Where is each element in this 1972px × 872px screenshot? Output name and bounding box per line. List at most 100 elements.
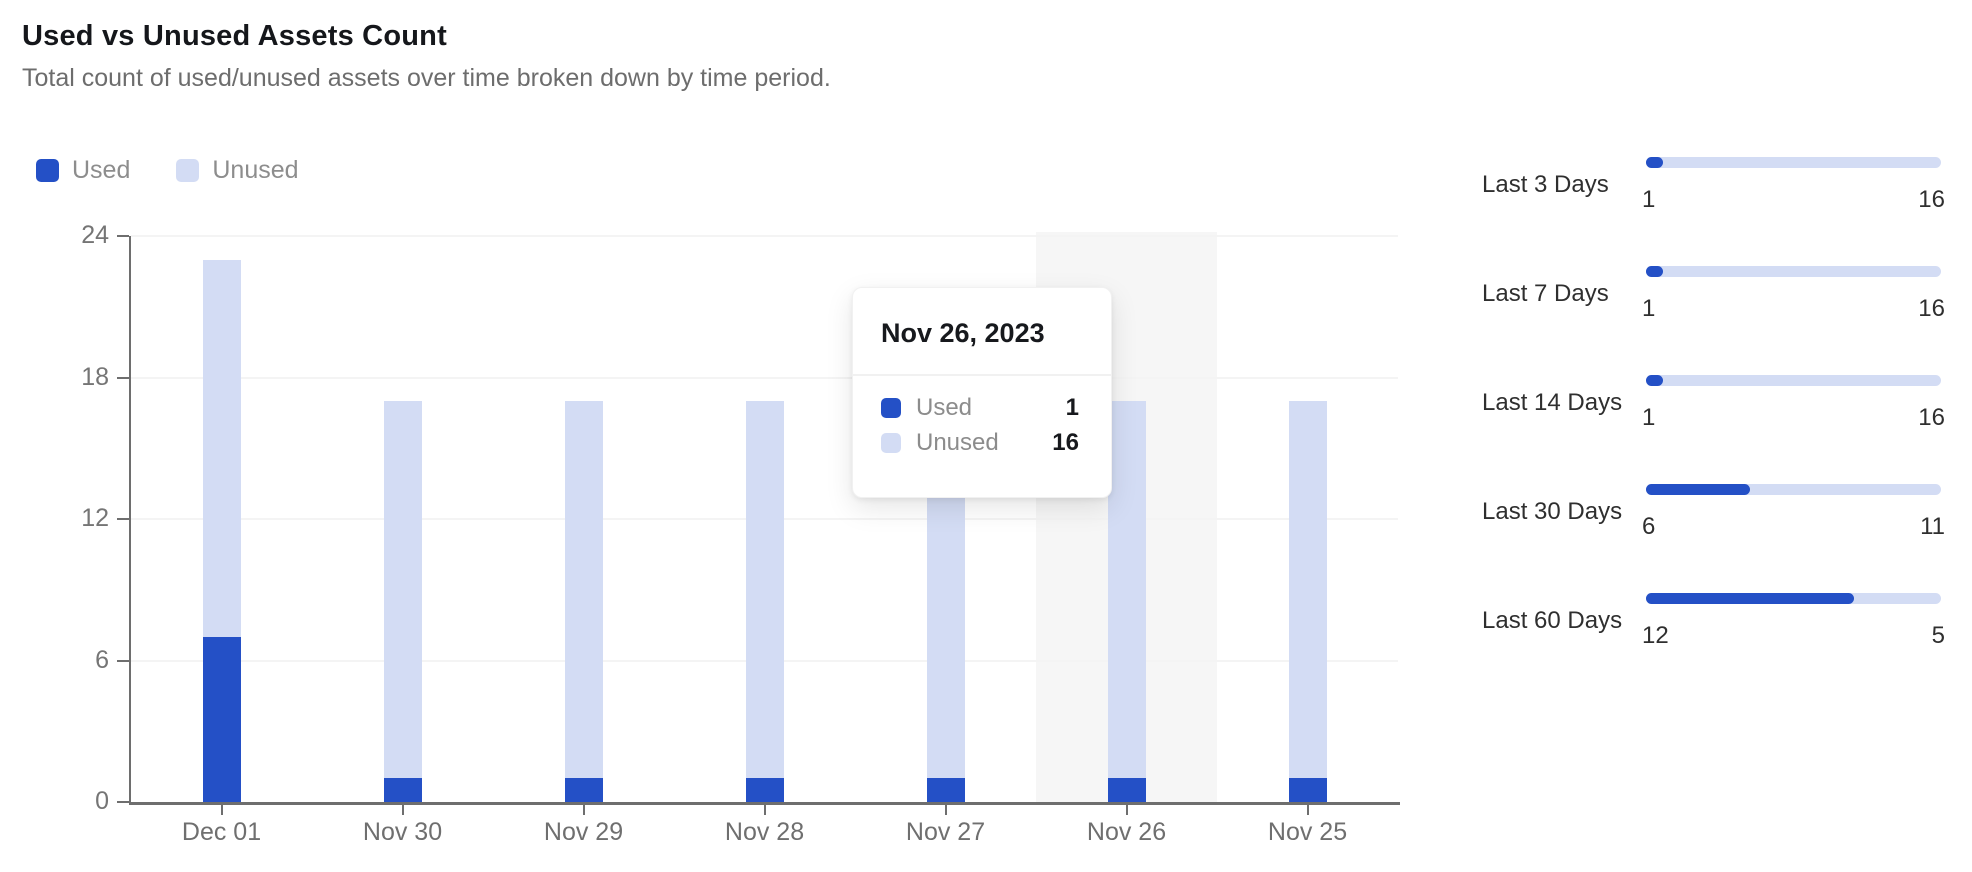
legend-label: Unused	[212, 156, 299, 184]
panel-bar-group: 1 16	[1642, 266, 1945, 323]
progress-fill	[1646, 266, 1664, 277]
panel-values: 6 11	[1642, 513, 1945, 541]
panel-value-used: 6	[1642, 513, 1656, 540]
panel-bar-group: 12 5	[1642, 593, 1945, 650]
bar-segment-used[interactable]	[1288, 778, 1327, 802]
tooltip-title: Nov 26, 2023	[881, 318, 1045, 348]
panel-values: 1 16	[1642, 295, 1945, 323]
stacked-bar-chart: 0 6 12 18 24 Dec 01 Nov 30 Nov 29 Nov 28 Nov 27 No…	[81, 221, 1400, 846]
legend-label: Used	[72, 156, 131, 184]
panel-value-used: 1	[1642, 295, 1656, 322]
panel-value-unused: 11	[1920, 513, 1945, 540]
progress-fill	[1646, 484, 1751, 495]
panel-value-unused: 16	[1918, 404, 1945, 431]
panel-row-last-60-days: Last 60 Days 12 5	[1482, 593, 1948, 693]
panel-row-last-3-days: Last 3 Days 1 16	[1482, 157, 1948, 257]
tooltip-series-value: 1	[1065, 394, 1079, 421]
panel-row-label: Last 60 Days	[1482, 607, 1623, 634]
bar-group-nov-29[interactable]	[564, 401, 603, 802]
y-axis-label: 18	[81, 362, 109, 391]
bar-segment-used[interactable]	[1107, 778, 1146, 802]
bar-segment-used[interactable]	[926, 778, 965, 802]
x-axis-label: Dec 01	[181, 818, 262, 846]
chart-tooltip: Nov 26, 2023 Used 1 Unused 16	[852, 287, 1112, 498]
bar-group-nov-30[interactable]	[383, 401, 422, 802]
panel-values: 1 16	[1642, 186, 1945, 214]
x-axis-tick	[1125, 805, 1128, 815]
y-axis-tick	[117, 376, 129, 379]
panel-row-label: Last 7 Days	[1482, 280, 1609, 307]
progress-fill	[1646, 593, 1855, 604]
y-axis-label: 12	[81, 504, 109, 532]
x-axis-line	[129, 802, 1400, 805]
x-axis-tick	[401, 805, 404, 815]
x-axis-label: Nov 30	[362, 818, 443, 846]
bar-segment-unused[interactable]	[1288, 401, 1327, 779]
panel-row-last-7-days: Last 7 Days 1 16	[1482, 266, 1948, 366]
tooltip-series-label: Unused	[916, 429, 999, 456]
y-axis-tick	[117, 235, 129, 237]
bar-segment-unused[interactable]	[383, 401, 422, 779]
tooltip-swatch-icon	[881, 398, 901, 418]
y-axis-line	[129, 236, 131, 804]
y-axis-tick	[117, 518, 129, 520]
panel-bar-group: 6 11	[1642, 484, 1945, 541]
bar-segment-unused[interactable]	[564, 401, 603, 779]
bar-segment-used[interactable]	[564, 778, 603, 802]
progress-track	[1646, 375, 1941, 386]
page-title: Used vs Unused Assets Count	[22, 20, 447, 52]
x-axis-label: Nov 27	[905, 818, 986, 846]
x-axis-label: Nov 28	[724, 818, 805, 846]
x-axis-tick	[582, 805, 585, 815]
panel-row-last-30-days: Last 30 Days 6 11	[1482, 484, 1948, 584]
panel-value-unused: 16	[1918, 295, 1945, 322]
x-axis-tick	[1306, 805, 1309, 815]
tooltip-divider	[853, 374, 1111, 376]
tooltip-rows: Used 1 Unused 16	[853, 376, 1111, 497]
grid-line	[131, 235, 1398, 237]
y-axis-tick	[117, 659, 129, 662]
y-axis-tick	[117, 801, 129, 803]
panel-row-label: Last 14 Days	[1482, 389, 1623, 416]
progress-track	[1646, 266, 1941, 277]
legend-item-unused[interactable]: Unused	[176, 156, 299, 185]
y-axis-label: 6	[95, 645, 109, 674]
progress-fill	[1646, 375, 1664, 386]
x-axis-label: Nov 29	[543, 818, 624, 846]
bar-segment-used[interactable]	[202, 636, 241, 802]
bar-segment-used[interactable]	[383, 778, 422, 802]
bar-segment-unused[interactable]	[202, 259, 241, 637]
x-axis-label: Nov 25	[1267, 818, 1348, 846]
bar-segment-unused[interactable]	[745, 401, 784, 779]
bar-segment-used[interactable]	[745, 778, 784, 802]
panel-row-label: Last 3 Days	[1482, 171, 1609, 198]
page-subtitle: Total count of used/unused assets over t…	[22, 64, 831, 92]
bar-group-dec-01[interactable]	[202, 259, 241, 802]
tooltip-swatch-icon	[881, 433, 901, 453]
tooltip-row-unused: Unused 16	[881, 429, 1079, 457]
bar-group-nov-28[interactable]	[745, 401, 784, 802]
panel-bar-group: 1 16	[1642, 375, 1945, 432]
bar-group-nov-26[interactable]	[1107, 401, 1146, 802]
panel-row-label: Last 30 Days	[1482, 498, 1623, 525]
x-axis-label: Nov 26	[1086, 818, 1167, 846]
y-axis-label: 0	[95, 787, 109, 815]
legend-swatch-icon	[176, 159, 200, 182]
progress-track	[1646, 593, 1941, 604]
progress-fill	[1646, 157, 1664, 168]
panel-bar-group: 1 16	[1642, 157, 1945, 214]
progress-track	[1646, 484, 1941, 495]
panel-value-unused: 5	[1931, 622, 1945, 649]
legend-swatch-icon	[36, 159, 59, 182]
time-period-panel: Last 3 Days 1 16 Last 7 Days 1 16 Last 14 Days…	[1482, 157, 1948, 717]
bar-group-nov-25[interactable]	[1288, 401, 1327, 802]
x-axis-tick	[763, 805, 766, 815]
bar-segment-unused[interactable]	[1107, 401, 1146, 779]
panel-values: 1 16	[1642, 404, 1945, 432]
y-axis-label: 24	[81, 221, 109, 249]
chart-legend: Used Unused	[36, 156, 299, 185]
x-axis-tick	[220, 805, 223, 815]
x-axis-tick	[944, 805, 947, 815]
legend-item-used[interactable]: Used	[36, 156, 130, 185]
